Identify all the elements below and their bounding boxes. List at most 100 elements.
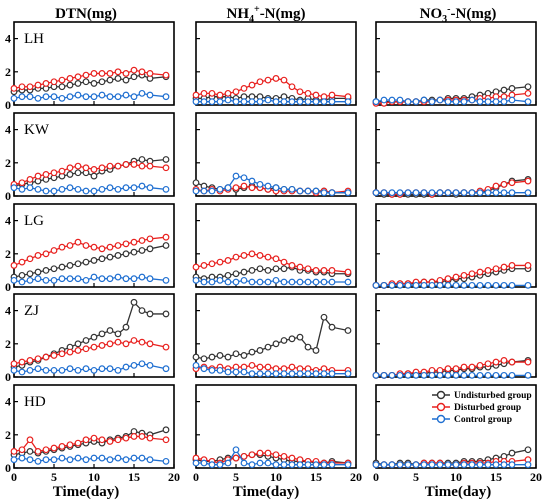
point-disturbed-group-kw-1-6: [58, 167, 66, 175]
point-control-group-hd-3-9: [444, 461, 452, 469]
point-control-group-zj-2-9: [264, 370, 272, 378]
point-undisturbed-group-zj-2-9: [264, 343, 272, 351]
point-control-group-lg-3-14: [484, 281, 492, 289]
point-control-group-kw-3-4: [404, 189, 412, 197]
point-control-group-kw-1-1: [18, 185, 26, 193]
point-control-group-lg-2-4: [224, 278, 232, 286]
point-disturbed-group-lh-1-6: [58, 76, 66, 84]
point-disturbed-group-hd-1-16: [138, 433, 146, 440]
point-disturbed-group-lh-1-13: [114, 68, 122, 76]
point-disturbed-group-hd-1-11: [98, 436, 106, 444]
point-control-group-lg-2-14: [304, 278, 312, 286]
point-control-group-zj-3-0: [372, 371, 380, 379]
point-control-group-kw-3-7: [428, 189, 436, 197]
point-control-group-hd-2-18: [344, 461, 352, 469]
point-undisturbed-group-hd-1-2: [26, 448, 34, 455]
point-control-group-lh-3-12: [468, 96, 476, 104]
point-control-group-lg-3-0: [372, 281, 380, 289]
point-control-group-kw-3-1: [380, 189, 388, 197]
point-control-group-lh-2-10: [272, 98, 280, 106]
legend-label-disturbed: Disturbed group: [454, 403, 521, 413]
point-control-group-kw-2-6: [240, 174, 248, 182]
point-control-group-kw-3-13: [476, 189, 484, 197]
point-control-group-zj-1-4: [42, 366, 50, 374]
point-disturbed-group-hd-2-7: [248, 451, 256, 459]
point-control-group-hd-3-0: [372, 461, 380, 469]
point-control-group-lg-3-4: [404, 281, 412, 289]
point-disturbed-group-lg-2-13: [296, 263, 304, 271]
point-control-group-zj-1-17: [146, 361, 154, 369]
point-control-group-zj-1-2: [26, 366, 34, 374]
point-control-group-hd-2-7: [248, 461, 256, 469]
x-tick-label-hd-3-0: 0: [373, 470, 379, 484]
point-control-group-lg-3-3: [396, 281, 404, 289]
point-disturbed-group-lg-2-16: [320, 267, 328, 274]
point-disturbed-group-lg-3-10: [452, 273, 460, 281]
point-disturbed-group-lg-2-14: [304, 265, 312, 273]
point-disturbed-group-lh-2-13: [296, 88, 304, 96]
point-disturbed-group-lg-2-9: [264, 253, 272, 261]
point-disturbed-group-hd-1-15: [130, 433, 138, 440]
point-disturbed-group-zj-3-18: [524, 358, 532, 366]
point-disturbed-group-kw-3-15: [492, 182, 500, 190]
point-control-group-lh-2-3: [216, 98, 224, 106]
point-control-group-zj-2-5: [232, 368, 240, 376]
legend-marker-undisturbed: [436, 390, 446, 400]
point-control-group-zj-2-17: [328, 370, 336, 378]
point-undisturbed-group-kw-2-0: [192, 179, 200, 187]
point-undisturbed-group-zj-2-17: [328, 323, 336, 331]
point-control-group-lg-1-3: [34, 275, 42, 283]
point-disturbed-group-lg-1-11: [98, 245, 106, 253]
x-axis-title-col2: Time(day): [233, 484, 299, 500]
point-disturbed-group-lg-1-16: [138, 237, 146, 244]
y-tick-label-lh-1-0: 0: [5, 98, 11, 112]
point-undisturbed-group-zj-1-14: [122, 323, 130, 331]
point-disturbed-group-zj-1-4: [42, 353, 50, 361]
point-disturbed-group-kw-3-16: [500, 180, 508, 188]
point-undisturbed-group-hd-1-18: [162, 426, 170, 434]
point-disturbed-group-kw-1-1: [18, 179, 26, 187]
point-disturbed-group-zj-3-10: [452, 365, 460, 373]
point-control-group-zj-2-10: [272, 370, 280, 378]
point-control-group-kw-1-16: [138, 182, 146, 190]
point-control-group-hd-3-14: [484, 461, 492, 469]
point-control-group-kw-3-10: [452, 189, 460, 197]
point-disturbed-group-lg-2-2: [208, 260, 216, 268]
point-disturbed-group-lh-1-1: [18, 83, 26, 91]
point-control-group-zj-1-5: [50, 366, 58, 374]
point-disturbed-group-zj-2-12: [288, 363, 296, 371]
point-undisturbed-group-zj-2-3: [216, 352, 224, 359]
point-disturbed-group-lh-2-9: [264, 76, 272, 84]
point-control-group-zj-1-16: [138, 360, 146, 368]
point-disturbed-group-lh-2-15: [312, 91, 320, 99]
point-control-group-kw-2-16: [320, 189, 328, 197]
point-control-group-lg-2-6: [240, 276, 248, 284]
point-control-group-lh-2-8: [256, 98, 264, 106]
point-disturbed-group-zj-3-12: [468, 363, 476, 371]
point-control-group-kw-1-8: [74, 185, 82, 193]
point-control-group-lh-1-9: [82, 93, 90, 101]
point-control-group-kw-3-16: [500, 189, 508, 197]
point-control-group-lh-1-15: [130, 93, 138, 101]
panel-lg-2: [192, 203, 357, 288]
point-disturbed-group-lg-2-6: [240, 252, 248, 259]
point-control-group-kw-2-2: [208, 187, 216, 195]
point-disturbed-group-hd-1-6: [58, 443, 66, 450]
point-control-group-lg-1-17: [146, 275, 154, 283]
point-control-group-lg-3-12: [468, 281, 476, 289]
x-tick-label-hd-3-15: 15: [490, 470, 502, 484]
point-disturbed-group-lg-2-11: [280, 258, 288, 266]
point-control-group-kw-2-3: [216, 185, 224, 193]
point-control-group-hd-1-8: [74, 454, 82, 462]
point-control-group-zj-1-3: [34, 365, 42, 373]
point-disturbed-group-zj-1-7: [66, 348, 74, 356]
point-control-group-lg-1-11: [98, 275, 106, 283]
point-undisturbed-group-lh-1-13: [114, 75, 122, 82]
point-control-group-kw-3-3: [396, 189, 404, 197]
point-control-group-lg-3-11: [460, 281, 468, 289]
point-disturbed-group-lg-2-10: [272, 255, 280, 263]
point-undisturbed-group-hd-3-17: [508, 449, 516, 457]
point-control-group-lg-2-0: [192, 276, 200, 284]
x-tick-label-hd-1-15: 15: [128, 470, 140, 484]
col-title-no3-sup: -: [447, 4, 450, 15]
